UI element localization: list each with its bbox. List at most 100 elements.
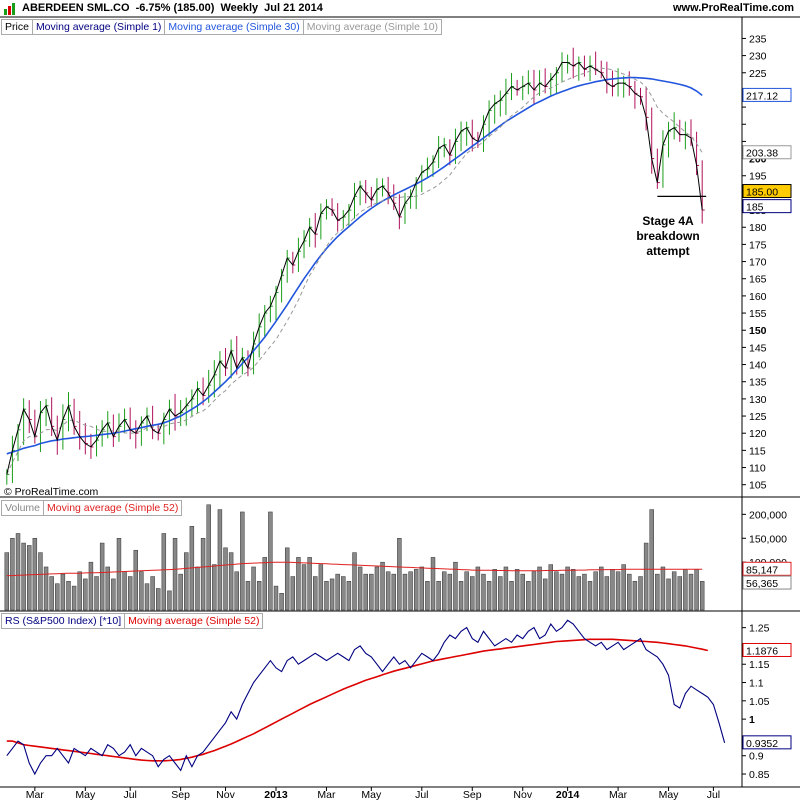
instrument-title: ABERDEEN SML.CO (22, 2, 130, 14)
volume-bar (671, 571, 677, 611)
volume-bar (212, 564, 217, 611)
volume-bar (621, 564, 626, 611)
price-tick-label: 160 (749, 291, 767, 303)
volume-bar (565, 566, 570, 611)
volume-bar (464, 571, 469, 611)
price-tick-label: 155 (749, 308, 767, 320)
price-bar (152, 405, 156, 440)
volume-bar (335, 573, 340, 611)
volume-bar (206, 504, 211, 611)
annotation-line-2: breakdown (636, 229, 700, 243)
volume-ma-line (6, 561, 703, 577)
price-bar (701, 160, 705, 224)
legend-ma10[interactable]: Moving average (Simple 10) (306, 21, 439, 33)
volume-legend: Volume Moving average (Simple 52) (1, 500, 183, 516)
price-bar (101, 420, 105, 447)
ma10-line (6, 67, 703, 475)
legend-volume[interactable]: Volume (2, 501, 45, 515)
volume-bar (436, 581, 441, 611)
legend-ma30[interactable]: Moving average (Simple 30) (165, 20, 304, 34)
price-tick-label: 120 (749, 428, 767, 440)
volume-bar (105, 566, 110, 611)
rs-ma-last-label-box (742, 642, 792, 657)
rs-legend: RS (S&P500 Index) [*10] Moving average (… (1, 613, 264, 629)
volume-bar (408, 571, 413, 611)
price-bar (522, 75, 526, 101)
price-bar (589, 55, 593, 82)
volume-bar (94, 576, 99, 611)
volume-bar (402, 573, 408, 611)
price-bar (460, 121, 464, 152)
volume-bar (627, 573, 632, 611)
volume-bar (391, 573, 396, 611)
price-bar (365, 179, 369, 204)
volume-bar (172, 538, 178, 611)
volume-tick-label: 200,000 (749, 509, 787, 521)
volume-bar (156, 588, 161, 611)
price-legend: Price Moving average (Simple 1) Moving a… (1, 19, 443, 35)
price-bar (112, 414, 116, 447)
rs-tick-label: 0.9 (749, 751, 764, 763)
volume-bar (576, 576, 582, 611)
volume-bar (184, 552, 189, 611)
price-tick-label: 225 (749, 68, 767, 80)
ma1-last-label: 185 (746, 202, 764, 214)
volume-bar (133, 549, 139, 611)
volume-bar (638, 576, 643, 611)
volume-bar (268, 511, 273, 611)
volume-bar (240, 511, 245, 611)
volume-bar (279, 593, 284, 611)
price-bar (623, 75, 627, 98)
price-tick-label: 140 (749, 360, 767, 372)
volume-bar (425, 581, 430, 611)
ma30-last-label-box (742, 87, 792, 102)
x-tick-label: May (75, 789, 96, 800)
volume-bar (520, 573, 525, 611)
price-bar (679, 119, 683, 142)
price-bar (303, 230, 307, 259)
volume-bar (27, 545, 32, 611)
volume-bar (380, 561, 385, 611)
volume-bar (195, 566, 200, 611)
volume-bar (122, 571, 127, 611)
price-bar (325, 199, 329, 220)
volume-bar (346, 581, 352, 611)
volume-bar (150, 576, 155, 611)
price-tick-label: 195 (749, 171, 767, 183)
x-tick-label: Mar (317, 789, 336, 800)
volume-bar (223, 547, 228, 611)
price-tick-label: 175 (749, 239, 767, 251)
volume-bar (15, 533, 21, 611)
volume-bar (503, 566, 509, 611)
volume-bar (284, 547, 290, 611)
price-bar (354, 182, 357, 219)
x-tick-label: May (659, 789, 680, 800)
legend-ma1[interactable]: Moving average (Simple 1) (33, 20, 166, 34)
copyright-text: © ProRealTime.com (4, 486, 99, 498)
price-bar (438, 135, 442, 169)
rs-tick-label: 1 (749, 714, 755, 726)
price-bar (219, 351, 223, 389)
chart-header: ABERDEEN SML.CO -6.75% (185.00) Weekly J… (4, 0, 323, 17)
legend-price[interactable]: Price (2, 20, 33, 34)
volume-bar (352, 552, 357, 611)
volume-bar (509, 581, 514, 611)
legend-rs-ma[interactable]: Moving average (Simple 52) (128, 615, 260, 627)
price-bar (286, 249, 290, 283)
legend-volume-ma[interactable]: Moving average (Simple 52) (47, 502, 179, 514)
price-bar (309, 217, 313, 247)
ma30-line (6, 76, 703, 455)
site-url[interactable]: www.ProRealTime.com (672, 2, 794, 14)
volume-bar (655, 573, 660, 611)
price-tick-label: 235 (749, 33, 767, 45)
price-tick-label: 230 (749, 51, 767, 63)
volume-bar (43, 566, 49, 611)
price-bar (578, 56, 582, 81)
volume-bar (329, 578, 335, 611)
volume-bar (599, 566, 604, 611)
legend-rs[interactable]: RS (S&P500 Index) [*10] (2, 614, 126, 628)
rs-tick-label: 1.25 (749, 623, 770, 635)
volume-bar (228, 552, 234, 611)
volume-bar (694, 569, 699, 611)
